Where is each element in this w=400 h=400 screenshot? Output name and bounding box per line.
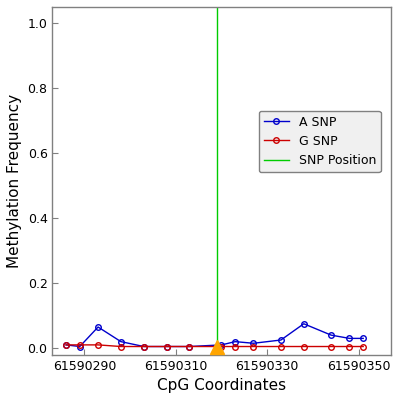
A SNP xyxy=(278,338,283,342)
G SNP xyxy=(96,342,100,347)
G SNP xyxy=(251,344,256,349)
A SNP xyxy=(118,339,123,344)
Legend: A SNP, G SNP, SNP Position: A SNP, G SNP, SNP Position xyxy=(259,110,381,172)
G SNP xyxy=(278,344,283,349)
Line: G SNP: G SNP xyxy=(63,342,366,349)
X-axis label: CpG Coordinates: CpG Coordinates xyxy=(157,378,286,393)
A SNP xyxy=(301,321,306,326)
Y-axis label: Methylation Frequency: Methylation Frequency xyxy=(7,94,22,268)
A SNP xyxy=(77,344,82,349)
A SNP xyxy=(329,333,334,338)
G SNP xyxy=(361,344,366,349)
A SNP xyxy=(251,341,256,346)
A SNP xyxy=(233,339,238,344)
G SNP xyxy=(329,344,334,349)
A SNP xyxy=(96,325,100,330)
A SNP xyxy=(219,342,224,347)
G SNP xyxy=(64,342,68,347)
G SNP xyxy=(347,344,352,349)
G SNP xyxy=(187,344,192,349)
G SNP xyxy=(233,344,238,349)
G SNP xyxy=(219,344,224,349)
A SNP xyxy=(164,344,169,349)
G SNP xyxy=(164,344,169,349)
A SNP xyxy=(187,344,192,349)
A SNP xyxy=(347,336,352,341)
Line: A SNP: A SNP xyxy=(63,321,366,349)
G SNP xyxy=(141,344,146,349)
G SNP xyxy=(118,344,123,349)
G SNP xyxy=(77,342,82,347)
G SNP xyxy=(301,344,306,349)
A SNP xyxy=(361,336,366,341)
A SNP xyxy=(64,342,68,347)
A SNP xyxy=(141,344,146,349)
